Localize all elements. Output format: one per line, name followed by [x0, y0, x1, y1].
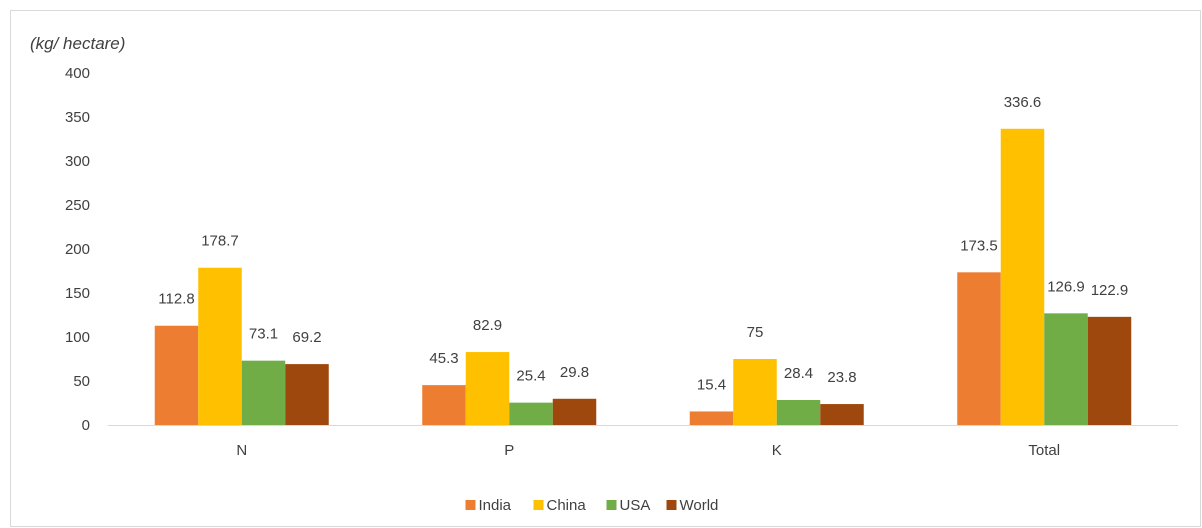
data-labels-layer: 112.8 45.3 15.4 173.5 178.7 82.9 75 336.6 73.1 25…	[158, 94, 1128, 394]
bar-china-k	[733, 359, 777, 425]
data-label: 29.8	[560, 364, 589, 381]
y-tick-label: 250	[65, 197, 90, 214]
data-label: 82.9	[473, 317, 502, 334]
legend-swatch-india	[465, 500, 476, 510]
data-label: 15.4	[697, 376, 726, 393]
bar-usa-n	[241, 360, 286, 425]
bar-world-n	[285, 364, 329, 425]
bar-usa-total	[1044, 313, 1088, 425]
data-label: 28.4	[784, 365, 813, 382]
bar-world-total	[1087, 316, 1132, 425]
legend-label: World	[680, 497, 719, 514]
data-label: 112.8	[158, 291, 194, 308]
data-label: 73.1	[249, 326, 278, 343]
x-axis: N P K Total	[236, 442, 1060, 459]
legend-label: India	[479, 497, 512, 514]
bar-world-p	[552, 398, 597, 425]
bar-usa-p	[509, 402, 553, 425]
data-label: 25.4	[516, 368, 545, 385]
bar-china-total	[1000, 128, 1045, 426]
unit-label: (kg/ hectare)	[30, 34, 125, 53]
bar-world-k	[820, 404, 864, 425]
data-label: 178.7	[201, 233, 239, 250]
data-label: 45.3	[429, 350, 458, 367]
data-label: 75	[747, 324, 764, 341]
y-tick-label: 0	[82, 417, 90, 434]
bar-india-n	[154, 325, 199, 425]
y-axis: 0 50 100 150 200 250 300 350 400	[65, 65, 90, 434]
data-label: 336.6	[1004, 94, 1042, 111]
legend-label: USA	[620, 497, 651, 514]
bar-india-total	[957, 272, 1001, 425]
bar-china-n	[198, 267, 242, 425]
y-tick-label: 50	[73, 373, 90, 390]
legend-label: China	[547, 497, 587, 514]
y-tick-label: 200	[65, 241, 90, 258]
legend: India China USA World	[465, 497, 719, 514]
y-tick-label: 150	[65, 285, 90, 302]
x-tick-label: N	[236, 442, 247, 459]
data-label: 69.2	[292, 329, 321, 346]
bar-china-p	[465, 352, 510, 425]
data-label: 126.9	[1047, 278, 1085, 295]
data-label: 173.5	[960, 237, 998, 254]
x-tick-label: P	[504, 442, 514, 459]
bars-layer	[154, 128, 1132, 426]
legend-swatch-world	[666, 500, 677, 510]
x-tick-label: Total	[1028, 442, 1060, 459]
y-tick-label: 100	[65, 329, 90, 346]
y-tick-label: 350	[65, 109, 90, 126]
bar-india-k	[689, 411, 734, 425]
legend-swatch-china	[533, 500, 544, 510]
data-label: 122.9	[1091, 282, 1129, 299]
x-tick-label: K	[772, 442, 782, 459]
legend-swatch-usa	[606, 500, 617, 510]
data-label: 23.8	[827, 369, 856, 386]
y-tick-label: 300	[65, 153, 90, 170]
bar-india-p	[422, 385, 466, 425]
bar-usa-k	[776, 400, 821, 425]
y-tick-label: 400	[65, 65, 90, 82]
